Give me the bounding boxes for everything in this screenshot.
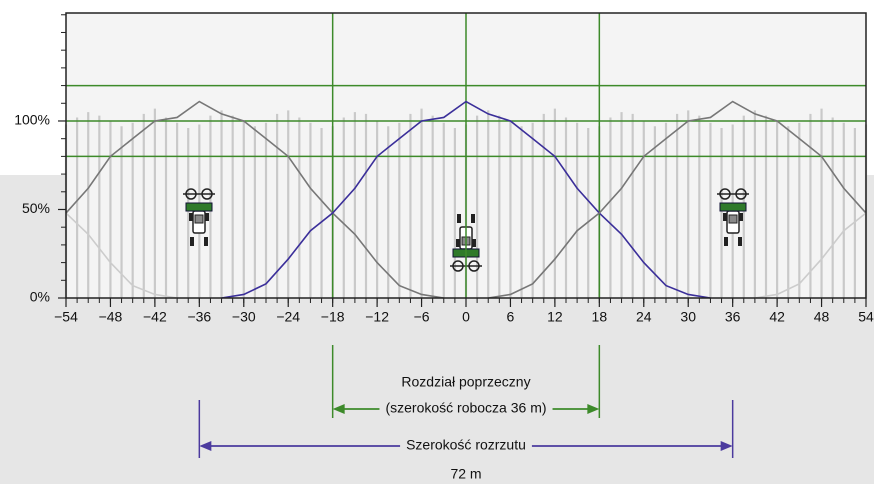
x-tick-label: −42 [143,309,167,325]
distribution-line [65,100,444,299]
arrow-head [332,404,345,414]
annotation-text: Szerokość rozrzutu [406,437,526,453]
distribution-line [65,212,178,299]
annotation-text: Rozdział poprzeczny [401,374,530,390]
arrow-head [720,441,733,451]
x-tick-label: −30 [232,309,256,325]
x-tick-label: −36 [187,309,211,325]
y-tick-label: 50% [22,200,50,216]
x-tick-label: −18 [321,309,345,325]
annotation-text: 72 m [450,466,481,482]
x-tick-label: 54 [858,309,874,325]
label-background [400,436,532,456]
x-tick-label: 24 [636,309,652,325]
x-tick-label: −24 [276,309,300,325]
x-tick-label: 6 [507,309,515,325]
x-tick-label: 42 [769,309,785,325]
y-tick-label: 0% [30,289,50,305]
x-tick-label: 12 [547,309,563,325]
y-tick-label: 100% [14,112,50,128]
label-background [379,399,553,419]
x-tick-label: −48 [99,309,123,325]
distribution-line [221,100,711,299]
arrow-head [587,404,600,414]
distribution-line [754,212,867,299]
x-tick-label: −12 [365,309,389,325]
distribution-line [488,100,867,299]
x-tick-label: −54 [54,309,78,325]
arrow-head [199,441,212,451]
x-tick-label: 18 [592,309,608,325]
x-tick-label: 48 [814,309,830,325]
x-tick-label: 0 [462,309,470,325]
x-tick-label: −6 [414,309,430,325]
x-tick-label: 30 [680,309,696,325]
annotation-text: (szerokość robocza 36 m) [385,400,546,416]
x-tick-label: 36 [725,309,741,325]
